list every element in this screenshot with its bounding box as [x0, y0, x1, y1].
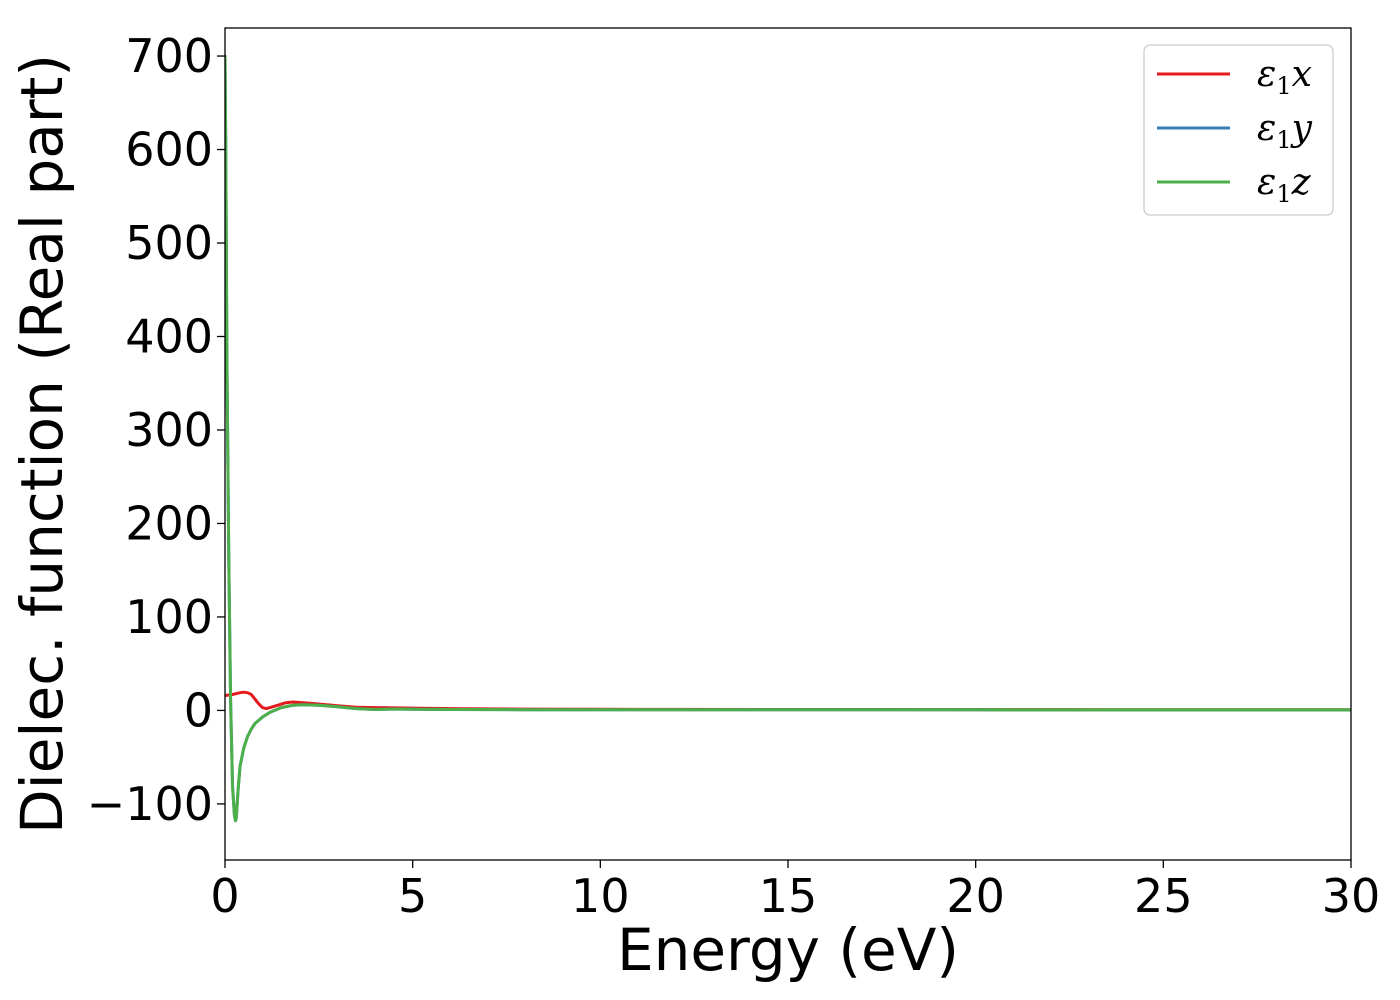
legend-label-2: ε1z: [1257, 162, 1312, 208]
y-tick-label: 100: [125, 590, 213, 644]
y-axis-label: Dielec. function (Real part): [8, 54, 76, 834]
x-axis: 0 5 10 15 20 25 30: [210, 860, 1380, 923]
legend-box: [1143, 44, 1334, 216]
legend: ε1x ε1y ε1z: [1143, 44, 1334, 216]
legend-label-1: ε1y: [1257, 108, 1313, 154]
series-line-0: [225, 690, 1351, 712]
y-tick-label: 600: [125, 123, 213, 177]
x-tick-label: 25: [1134, 869, 1193, 923]
legend-label-0: ε1x: [1257, 54, 1312, 100]
x-tick-label: 30: [1322, 869, 1381, 923]
x-tick-label: 20: [946, 869, 1005, 923]
y-tick-label: 0: [184, 683, 213, 737]
series-line-2: [225, 54, 1351, 823]
y-tick-label: 700: [125, 29, 213, 83]
x-tick-label: 10: [571, 869, 630, 923]
y-tick-label: 400: [125, 309, 213, 363]
x-tick-label: 5: [398, 869, 427, 923]
x-tick-label: 0: [210, 869, 239, 923]
y-tick-label: 200: [125, 496, 213, 550]
y-tick-label: −100: [87, 777, 213, 831]
x-tick-label: 15: [759, 869, 818, 923]
x-axis-label: Energy (eV): [617, 916, 959, 984]
y-tick-label: 300: [125, 403, 213, 457]
y-tick-label: 500: [125, 216, 213, 270]
series-layer: [225, 54, 1351, 823]
y-axis: −100 0 100 200 300 400 500 600 700: [87, 29, 225, 831]
